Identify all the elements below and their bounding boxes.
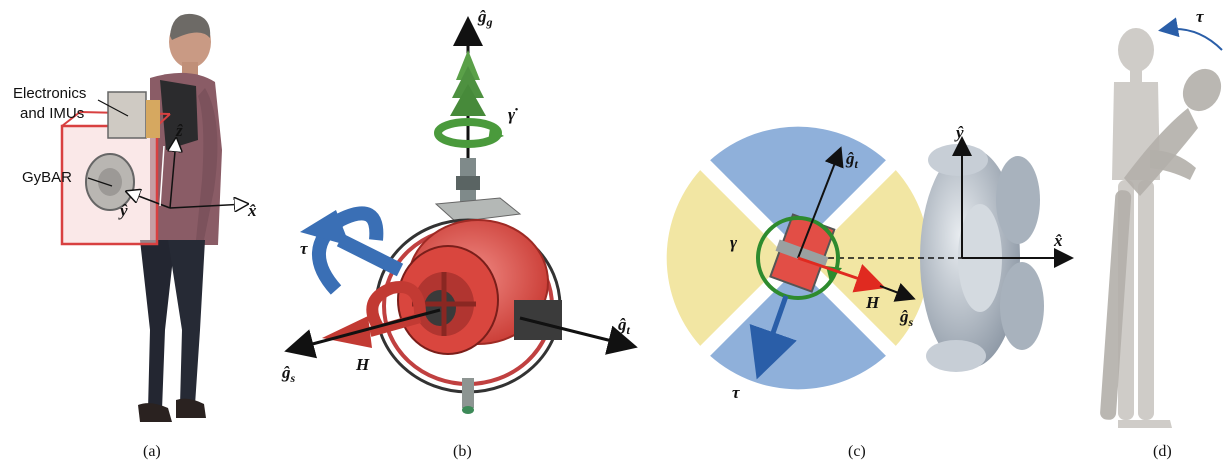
caption-d: (d)	[1153, 443, 1172, 460]
axis-x-label: x̂	[247, 201, 257, 220]
h-label-b: H	[355, 355, 370, 374]
axis-gt-label-c: ĝt	[845, 149, 859, 171]
axis-gt-label-b: ĝt	[617, 315, 631, 337]
axis-y-label: ŷ	[118, 201, 128, 220]
axis-gs-label-b: ĝs	[281, 363, 296, 385]
gyro-body-c	[769, 213, 836, 293]
tau-label-b: τ	[300, 239, 308, 258]
panel-d: τ (d)	[1100, 7, 1223, 460]
h-label-c: H	[865, 293, 880, 312]
label-electronics-line2: and IMUs	[20, 105, 84, 122]
person-photo	[60, 13, 222, 422]
tau-label-d: τ	[1196, 7, 1204, 26]
gamma-dot-arrow	[434, 50, 504, 148]
sector-top-blue	[705, 126, 891, 259]
caption-b: (b)	[453, 443, 472, 460]
caption-c: (c)	[848, 443, 866, 460]
mannequin-bent	[1100, 68, 1222, 420]
axis-x-label-c: x̂	[1053, 231, 1063, 250]
panel-b: ĝg γ̇ τ H ĝt ĝs (b)	[281, 7, 638, 460]
axis-z-label: ẑ	[175, 121, 183, 140]
panel-a: Electronics and IMUs GyBAR ẑ ŷ x̂ (a)	[13, 13, 257, 460]
gamma-label-c: γ	[730, 233, 738, 252]
sector-left-yellow	[666, 165, 798, 351]
label-gybar: GyBAR	[22, 169, 72, 186]
gamma-dot-label: γ̇	[508, 105, 518, 124]
panel-c: ĝt γ H ĝs τ ŷ x̂ (c)	[666, 123, 1074, 460]
label-electronics-line1: Electronics	[13, 85, 86, 102]
caption-a: (a)	[143, 443, 161, 460]
axis-gs-label-c: ĝs	[899, 307, 914, 329]
tau-label-c: τ	[732, 383, 740, 402]
axis-gg-label: ĝg	[477, 7, 493, 29]
tau-arrow-b	[300, 206, 404, 295]
h-arrow-b	[322, 281, 426, 348]
axis-y-label-c: ŷ	[954, 123, 964, 142]
